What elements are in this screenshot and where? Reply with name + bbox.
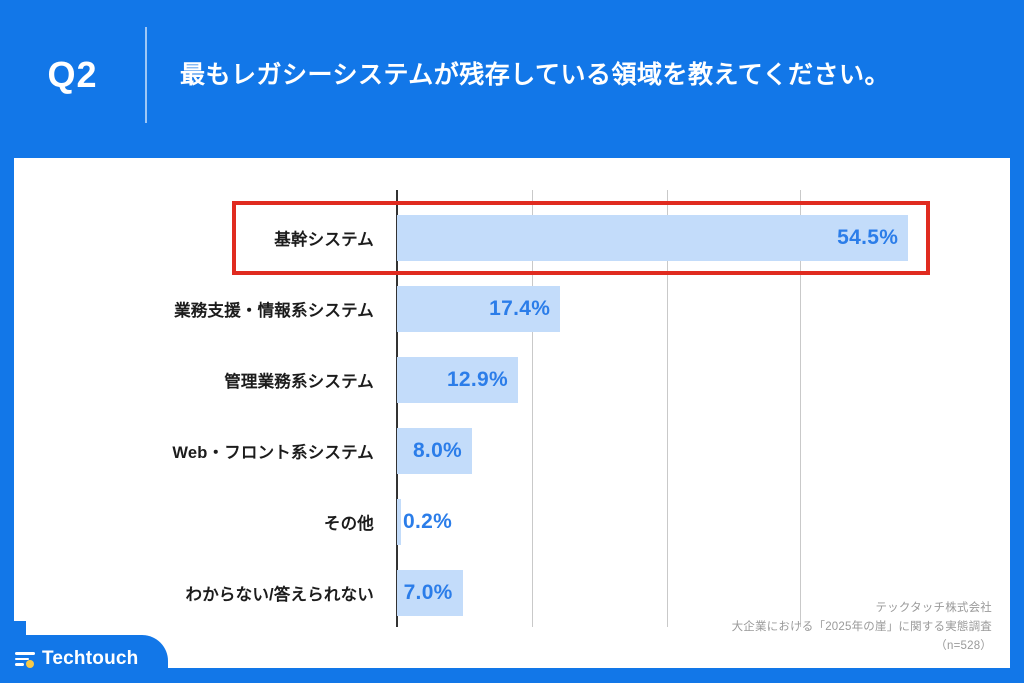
bar-category-label: わからない/答えられない: [185, 586, 374, 604]
bar-row: わからない/答えられない 7.0%: [14, 570, 1010, 616]
bar-value-label: 17.4%: [489, 297, 551, 320]
techtouch-logo: Techtouch: [0, 621, 168, 683]
logo-text: Techtouch: [42, 648, 139, 669]
footnote-line-3: （n=528）: [935, 640, 992, 653]
bar-value-label: 54.5%: [837, 226, 899, 249]
bar-row: 0.2% その他: [14, 499, 1010, 545]
bar-category-label: 基幹システム: [274, 231, 374, 249]
bar-category-label: 管理業務系システム: [224, 373, 374, 391]
bar-segment: 17.4%: [397, 286, 561, 332]
footnote-line-1: テックタッチ株式会社: [875, 602, 992, 615]
footnote-line-2: 大企業における「2025年の崖」に関する実態調査: [731, 621, 992, 634]
bar-segment: 7.0%: [397, 570, 463, 616]
bar-segment: 12.9%: [397, 357, 518, 403]
bar-value-label: 12.9%: [446, 368, 508, 391]
source-footnote: テックタッチ株式会社 大企業における「2025年の崖」に関する実態調査 （n=5…: [732, 599, 992, 656]
chart-card: 基幹システム 54.5% 業務支援・情報系システム 17.4% 管理業務系システム 12.…: [14, 158, 1010, 668]
bar-category-label: Web・フロント系システム: [172, 444, 374, 462]
bar-chart: 基幹システム 54.5% 業務支援・情報系システム 17.4% 管理業務系システム 12.…: [14, 158, 1010, 668]
bar-segment: [397, 499, 401, 545]
bar-value-label: 0.2%: [403, 510, 453, 533]
bar-row: 基幹システム 54.5%: [14, 215, 1010, 261]
bar-rows: 基幹システム 54.5% 業務支援・情報系システム 17.4% 管理業務系システム 12.…: [14, 158, 1010, 668]
techtouch-lines-dot-icon: [15, 650, 37, 668]
slide-header: Q2 最もレガシーシステムが残存している領域を教えてください。: [0, 0, 1024, 150]
bar-segment: 8.0%: [397, 428, 473, 474]
bar-row: 管理業務系システム 12.9%: [14, 357, 1010, 403]
bar-segment: 54.5%: [397, 215, 909, 261]
bar-category-label: その他: [323, 515, 374, 533]
bar-category-label: 業務支援・情報系システム: [174, 302, 374, 320]
bar-value-label: 8.0%: [412, 439, 463, 462]
bar-row: Web・フロント系システム 8.0%: [14, 428, 1010, 474]
header-divider: [145, 27, 147, 123]
question-number: Q2: [47, 54, 98, 95]
question-title: 最もレガシーシステムが残存している領域を教えてください。: [180, 60, 891, 89]
bar-value-label: 7.0%: [403, 581, 453, 604]
bar-row: 業務支援・情報系システム 17.4%: [14, 286, 1010, 332]
